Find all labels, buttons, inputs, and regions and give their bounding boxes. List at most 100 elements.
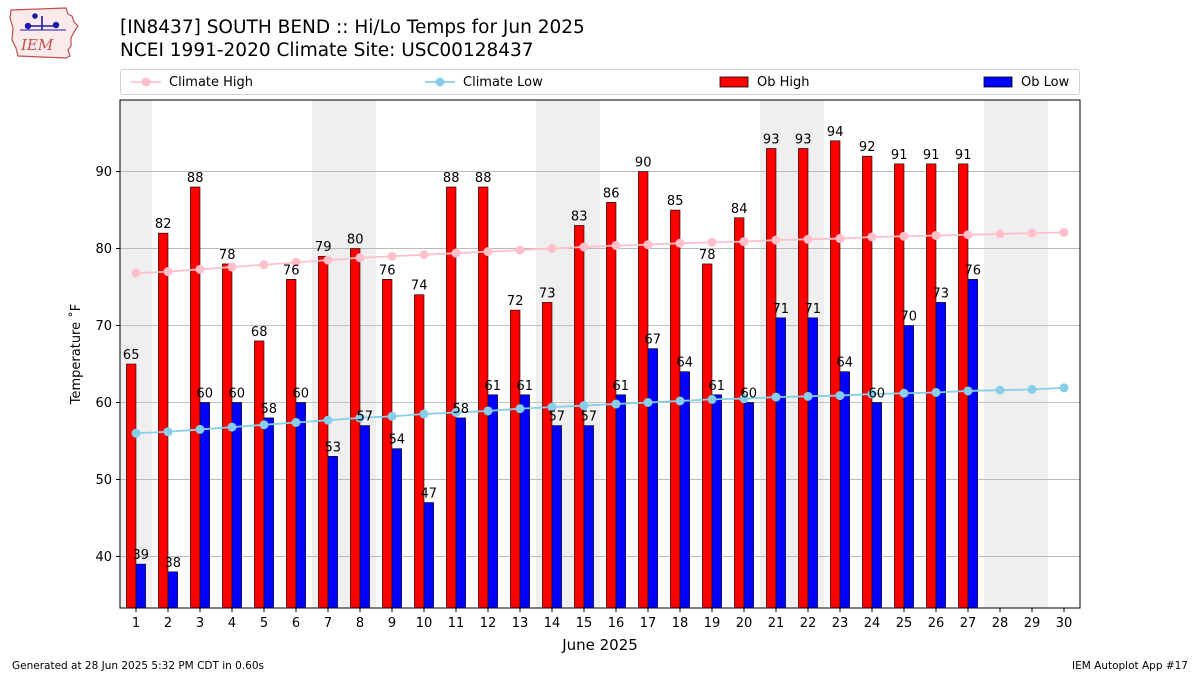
climate-high-point xyxy=(611,240,621,250)
x-tick-label: 7 xyxy=(324,616,332,631)
x-tick-label: 20 xyxy=(736,616,753,631)
climate-low-point xyxy=(323,415,333,425)
bars xyxy=(126,140,978,609)
x-tick-label: 8 xyxy=(356,616,364,631)
ob-high-value-label: 79 xyxy=(315,240,332,255)
ob-low-value-label: 54 xyxy=(389,433,406,448)
climate-low-point xyxy=(1059,383,1069,393)
y-tick-label: 80 xyxy=(95,242,112,257)
ob-low-value-label: 61 xyxy=(613,379,630,394)
ob-high-bar xyxy=(638,171,649,609)
ob-low-value-label: 61 xyxy=(517,379,534,394)
climate-high-point xyxy=(387,251,397,261)
climate-low-point xyxy=(579,401,589,411)
ob-high-bar xyxy=(798,148,809,609)
ob-low-bar xyxy=(647,348,658,609)
ob-low-value-label: 39 xyxy=(133,548,150,563)
ob-low-bar xyxy=(839,371,850,609)
x-tick-label: 14 xyxy=(544,616,561,631)
ob-high-value-label: 91 xyxy=(891,148,908,163)
climate-low-point xyxy=(451,407,461,417)
ob-low-bar xyxy=(327,456,338,609)
climate-high-point xyxy=(963,230,973,240)
climate-high-point xyxy=(195,264,205,274)
x-tick-label: 23 xyxy=(832,616,849,631)
x-axis-label: June 2025 xyxy=(561,636,638,654)
climate-low-point xyxy=(707,394,717,404)
ob-high-bar xyxy=(766,148,777,609)
x-tick-label: 15 xyxy=(576,616,593,631)
ob-low-bar xyxy=(455,417,466,609)
ob-high-value-label: 85 xyxy=(667,194,684,209)
ob-low-value-label: 61 xyxy=(485,379,502,394)
ob-high-value-label: 76 xyxy=(379,263,396,278)
x-tick-label: 25 xyxy=(896,616,913,631)
climate-high-point xyxy=(291,257,301,267)
ob-high-bar xyxy=(222,263,233,609)
climate-high-point xyxy=(707,237,717,247)
ob-high-bar xyxy=(734,217,745,609)
x-tick-label: 28 xyxy=(992,616,1009,631)
ob-low-bar xyxy=(679,371,690,609)
ob-low-bar xyxy=(359,425,370,609)
climate-high-point xyxy=(771,235,781,245)
ob-high-value-label: 80 xyxy=(347,233,364,248)
ob-low-bar xyxy=(391,448,402,609)
ob-low-bar xyxy=(231,402,242,609)
iem-logo: IEM xyxy=(9,7,79,59)
climate-high-point xyxy=(931,230,941,240)
gridlines xyxy=(120,171,1080,557)
ob-low-value-label: 53 xyxy=(325,440,342,455)
x-tick-label: 29 xyxy=(1024,616,1041,631)
ob-low-value-label: 60 xyxy=(197,386,214,401)
ob-low-value-label: 47 xyxy=(421,487,438,502)
y-axis-label: Temperature ˚F xyxy=(68,304,84,405)
ob-low-value-label: 57 xyxy=(357,410,374,425)
x-tick-label: 16 xyxy=(608,616,625,631)
ob-high-bar xyxy=(286,279,297,609)
legend-label-climate-high: Climate High xyxy=(169,74,254,90)
x-tick-label: 30 xyxy=(1056,616,1073,631)
ob-low-value-label: 58 xyxy=(453,402,470,417)
ob-high-value-label: 91 xyxy=(923,148,940,163)
ob-low-bar xyxy=(743,402,754,609)
footer-generated: Generated at 28 Jun 2025 5:32 PM CDT in … xyxy=(12,660,265,672)
legend-label-ob-high: Ob High xyxy=(757,74,810,90)
climate-low-point xyxy=(515,404,525,414)
climate-low-point xyxy=(227,422,237,432)
x-tick-label: 26 xyxy=(928,616,945,631)
climate-high-point xyxy=(643,240,653,250)
climate-low-line xyxy=(135,386,1065,435)
climate-low-point xyxy=(771,392,781,402)
ob-low-value-label: 70 xyxy=(901,310,918,325)
ob-low-value-label: 58 xyxy=(261,402,278,417)
ob-high-value-label: 83 xyxy=(571,209,588,224)
climate-low-point xyxy=(195,424,205,434)
x-tick-label: 9 xyxy=(388,616,396,631)
ob-high-bar xyxy=(670,209,681,609)
legend-item-ob-low: Ob Low xyxy=(983,70,1069,94)
legend-label-ob-low: Ob Low xyxy=(1021,74,1070,90)
x-tick-label: 22 xyxy=(800,616,817,631)
ob-low-bar xyxy=(487,394,498,609)
y-tick-label: 50 xyxy=(95,473,112,488)
legend-line-marker-icon xyxy=(131,77,161,87)
ob-high-value-label: 74 xyxy=(411,279,428,294)
ob-low-bar xyxy=(519,394,530,609)
ob-low-value-label: 57 xyxy=(581,410,598,425)
ob-low-value-label: 61 xyxy=(709,379,726,394)
climate-high-point xyxy=(739,237,749,247)
climate-low-point xyxy=(419,409,429,419)
y-tick-label: 70 xyxy=(95,319,112,334)
ob-high-bar xyxy=(510,309,521,609)
ob-low-bar xyxy=(775,317,786,609)
ob-low-value-label: 60 xyxy=(741,386,758,401)
climate-low-point xyxy=(387,411,397,421)
climate-high-point xyxy=(867,232,877,242)
y-tick-label: 90 xyxy=(95,165,112,180)
ob-high-bar xyxy=(894,163,905,609)
climate-high-point xyxy=(515,245,525,255)
climate-high-point xyxy=(227,262,237,272)
ob-low-value-label: 38 xyxy=(165,556,182,571)
